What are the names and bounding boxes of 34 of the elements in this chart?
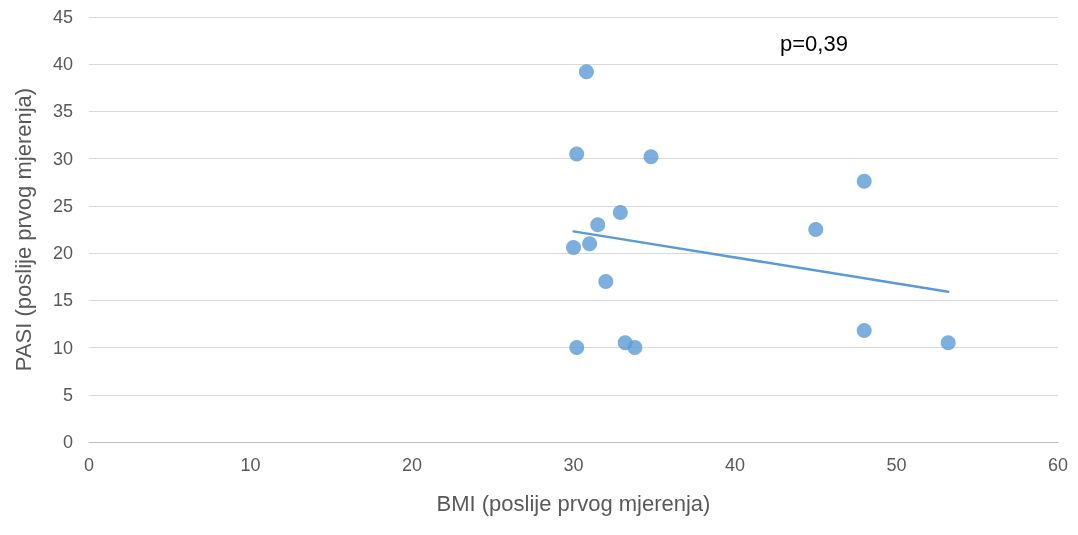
y-tick-label: 35 bbox=[52, 101, 73, 122]
x-tick-label: 40 bbox=[724, 455, 746, 475]
point bbox=[569, 146, 585, 162]
y-tick-label: 25 bbox=[52, 195, 73, 216]
point bbox=[569, 340, 585, 356]
point bbox=[582, 236, 598, 252]
point bbox=[590, 217, 606, 233]
y-tick-label: 10 bbox=[52, 337, 73, 358]
annotation: p=0,39 bbox=[780, 30, 848, 56]
x-tick-label: 20 bbox=[401, 455, 423, 475]
point bbox=[643, 149, 659, 165]
point bbox=[578, 64, 594, 80]
x-tick-label: 50 bbox=[886, 455, 907, 475]
x-tick-label: 30 bbox=[563, 455, 584, 475]
point bbox=[856, 323, 872, 339]
point bbox=[808, 222, 824, 237]
point bbox=[856, 173, 872, 189]
y-tick-label: 30 bbox=[52, 148, 73, 169]
x-tick-label: 60 bbox=[1047, 455, 1069, 475]
y-tick-label: 20 bbox=[52, 243, 73, 264]
y-tick-label: 0 bbox=[62, 432, 73, 452]
y-tick-label: 45 bbox=[52, 7, 73, 27]
y-tick-label: 5 bbox=[62, 384, 73, 405]
y-axis-title: PASI (poslije prvog mjerenja) bbox=[10, 87, 36, 372]
point bbox=[627, 340, 643, 356]
x-tick-label: 0 bbox=[83, 455, 95, 475]
y-tick-label: 40 bbox=[52, 54, 73, 75]
y-tick-label: 15 bbox=[52, 290, 73, 311]
x-tick-label: 10 bbox=[240, 455, 261, 475]
x-axis-title: BMI (poslije prvog mjerenja) bbox=[436, 490, 711, 516]
point bbox=[612, 205, 628, 220]
point bbox=[598, 273, 614, 289]
point bbox=[940, 335, 956, 351]
point bbox=[566, 239, 581, 255]
